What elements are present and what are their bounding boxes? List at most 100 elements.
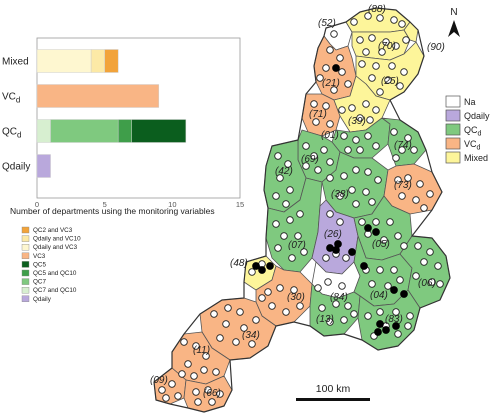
station-marker [216,390,224,398]
station-marker [280,232,288,240]
station-marker [212,368,220,376]
label-25: (25) [381,76,399,87]
station-marker [272,192,280,200]
category-labels: Mixed VCd QCd Qdaily [2,57,30,173]
station-marker [398,20,406,28]
station-marker [324,278,332,286]
department-labels: (88) (52) (70) (90) (21) (25) (71) (39) … [150,4,445,399]
station-marker [416,180,424,188]
station-marker [174,392,182,400]
station-marker [412,196,420,204]
station-marker [322,64,330,72]
station-marker [348,186,356,194]
label-39: (39) [348,116,366,127]
x-tick-0: 0 [35,200,39,209]
x-axis-title: Number of departments using the monitori… [10,206,215,216]
map-legend-label-4: Mixed [464,153,488,163]
station-marker-filled [332,64,340,72]
station-marker [390,128,398,136]
label-70: (70) [378,41,396,52]
station-marker [216,334,224,342]
station-marker [162,394,170,402]
bar-mixed-qc2-and-vc3 [104,49,119,73]
station-marker [344,146,352,154]
station-marker [394,176,402,184]
bar-legend-label-2: Qdaily and VC3 [33,244,78,251]
map-legend-swatch-0 [445,95,461,108]
label-66: (66) [203,388,221,399]
map [153,7,451,413]
station-marker-filled [364,224,372,232]
north-arrow: N [448,7,460,37]
bar-qdaily-qdaily [36,154,51,178]
station-marker [300,248,308,256]
station-marker [342,254,350,262]
label-34: (34) [242,330,260,341]
station-marker-filled [266,262,274,270]
station-marker [392,308,400,316]
map-legend-swatch-1 [445,109,461,122]
station-marker [420,204,428,212]
station-marker [376,88,384,96]
station-marker [252,316,260,324]
map-legend-label-3: VCd [464,139,481,152]
category-label-mixed: Mixed [2,57,29,68]
station-marker [368,280,376,288]
label-07: (07) [288,240,306,251]
bars [36,49,187,178]
station-marker [272,220,280,228]
station-marker [436,280,444,288]
station-marker [362,48,370,56]
station-marker [392,42,400,50]
station-marker [314,166,322,174]
station-marker [366,116,374,124]
bar-qcd-qc5-and-qc10 [117,119,132,143]
label-13: (13) [316,314,334,325]
bar-qcd-qc5 [131,119,187,143]
station-marker [356,114,364,122]
station-marker [268,302,276,310]
bar-legend-swatch-0 [21,226,30,234]
station-marker [316,74,324,82]
bar-legend-label-1: Qdaily and VC10 [33,236,81,243]
bar-legend-label-7: QC7 and QC10 [33,287,77,294]
station-marker [350,18,358,26]
scale-bar-line [296,398,370,401]
station-marker [344,302,352,310]
station-marker [204,386,212,394]
station-marker [302,162,310,170]
station-marker [208,398,216,406]
station-marker [330,30,338,38]
north-arrow-icon [448,20,460,37]
station-marker [368,34,376,42]
station-marker [358,60,366,68]
station-marker-filled [376,320,384,328]
bar-qcd-qc7-and-qc10 [36,119,51,143]
x-ticks: 0 5 10 15 [35,200,244,209]
station-marker [258,294,266,302]
station-marker [396,276,404,284]
station-marker [352,136,360,144]
station-marker [374,176,382,184]
station-marker [420,258,428,266]
station-marker [286,186,294,194]
bar-legend-swatch-4 [21,261,30,268]
label-09: (09) [150,375,168,386]
station-marker [372,62,380,70]
station-marker [326,120,334,128]
station-marker [350,310,358,318]
north-label: N [450,7,457,18]
stations [158,12,444,406]
station-marker [310,152,318,160]
station-marker [410,146,418,154]
station-marker [384,76,392,84]
station-marker-filled [392,322,400,330]
station-marker-filled [348,248,356,256]
bar-mixed-qdaily-and-vc3 [36,49,92,73]
station-marker [394,330,402,338]
station-marker [192,388,200,396]
bar-qcd-qc7 [50,119,119,143]
station-marker [210,310,218,318]
